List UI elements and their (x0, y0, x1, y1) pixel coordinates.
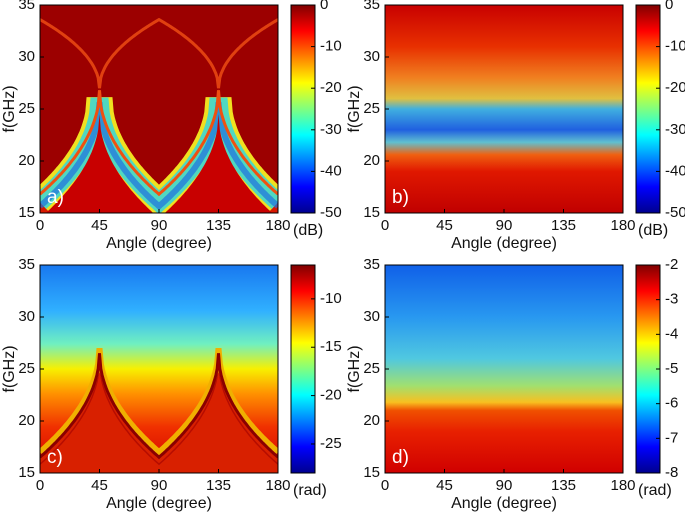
colorbar-tick-label: -7 (665, 429, 678, 446)
heatmap-field (40, 347, 278, 457)
x-tick-label: 90 (496, 217, 513, 234)
colorbar (290, 4, 316, 214)
y-tick-label: 25 (363, 100, 380, 117)
heatmap-field (40, 353, 278, 460)
y-tick-label: 30 (18, 308, 35, 325)
y-tick-label: 30 (18, 48, 35, 65)
x-tick-label: 180 (265, 477, 290, 494)
y-tick-label: 20 (363, 412, 380, 429)
x-tick-label: 0 (36, 217, 44, 234)
x-tick-label: 0 (381, 217, 389, 234)
colorbar-tick-label: -2 (665, 256, 678, 273)
colorbar-tick-label: -50 (320, 204, 342, 221)
panel-label: a) (47, 187, 64, 208)
x-tick-label: 45 (91, 477, 108, 494)
x-tick-label: 90 (151, 477, 168, 494)
colorbar-tick-label: 0 (320, 0, 328, 13)
colorbar-tick-label: -15 (320, 338, 342, 355)
colorbar-label: (rad) (293, 482, 327, 499)
colorbar-tick-label: -6 (665, 395, 678, 412)
colorbar-tick-label: -10 (320, 38, 342, 55)
x-axis-label: Angle (degree) (451, 235, 557, 252)
y-tick-label: 35 (363, 0, 380, 13)
heatmap-field (385, 5, 623, 213)
x-tick-label: 90 (496, 477, 513, 494)
y-tick-label: 20 (18, 412, 35, 429)
colorbar-tick-label: -50 (665, 204, 685, 221)
x-tick-label: 135 (206, 477, 231, 494)
colorbar-tick-label: -40 (320, 162, 342, 179)
colorbar-tick-label: 0 (665, 0, 673, 13)
y-axis-label: f(GHz) (1, 85, 18, 132)
colorbar-tick-label: -5 (665, 360, 678, 377)
y-tick-label: 30 (363, 308, 380, 325)
x-tick-label: 180 (610, 477, 635, 494)
colorbar-tick-label: -8 (665, 464, 678, 481)
colorbar-tick-label: -20 (320, 79, 342, 96)
x-tick-label: 135 (551, 477, 576, 494)
y-tick-label: 25 (363, 360, 380, 377)
panel-label: d) (392, 447, 409, 468)
x-tick-label: 45 (436, 477, 453, 494)
y-axis-label: f(GHz) (346, 85, 363, 132)
heatmap-field (40, 114, 278, 213)
x-axis-label: Angle (degree) (451, 495, 557, 512)
colorbar-tick-label: -30 (320, 121, 342, 138)
y-tick-label: 35 (18, 256, 35, 273)
x-tick-label: 90 (151, 217, 168, 234)
colorbar-tick-label: -20 (665, 79, 685, 96)
heatmap (40, 5, 278, 213)
colorbar-label: (dB) (293, 222, 323, 239)
colorbar-tick-label: -30 (665, 121, 685, 138)
heatmap (385, 265, 623, 473)
y-axis-label: f(GHz) (346, 345, 363, 392)
colorbar-label: (rad) (638, 482, 672, 499)
x-tick-label: 135 (551, 217, 576, 234)
colorbar-tick-label: -10 (665, 38, 685, 55)
y-tick-label: 35 (363, 256, 380, 273)
heatmap-field (40, 90, 278, 197)
heatmap (40, 265, 278, 473)
x-tick-label: 180 (265, 217, 290, 234)
heatmap-field (40, 348, 278, 473)
heatmap (385, 5, 623, 213)
y-tick-label: 20 (363, 152, 380, 169)
y-tick-label: 35 (18, 0, 35, 13)
colorbar (290, 264, 316, 474)
colorbar-tick-label: -4 (665, 325, 678, 342)
x-axis-label: Angle (degree) (106, 235, 212, 252)
x-axis-label: Angle (degree) (106, 495, 212, 512)
x-tick-label: 0 (381, 477, 389, 494)
colorbar-tick-label: -10 (320, 290, 342, 307)
y-tick-label: 15 (363, 204, 380, 221)
x-tick-label: 135 (206, 217, 231, 234)
y-tick-label: 15 (18, 204, 35, 221)
y-tick-label: 15 (18, 464, 35, 481)
x-tick-label: 45 (91, 217, 108, 234)
heatmap-field (40, 17, 278, 89)
panel-label: c) (47, 447, 63, 468)
colorbar-tick-label: -40 (665, 162, 685, 179)
y-tick-label: 15 (363, 464, 380, 481)
colorbar-label: (dB) (638, 222, 668, 239)
heatmap-field (40, 101, 278, 211)
x-tick-label: 45 (436, 217, 453, 234)
x-tick-label: 0 (36, 477, 44, 494)
panel-label: b) (392, 187, 409, 208)
heatmap-field (385, 265, 623, 473)
x-tick-label: 180 (610, 217, 635, 234)
colorbar (635, 4, 661, 214)
colorbar-tick-label: -25 (320, 435, 342, 452)
y-tick-label: 25 (18, 360, 35, 377)
y-tick-label: 30 (363, 48, 380, 65)
y-tick-label: 20 (18, 152, 35, 169)
y-axis-label: f(GHz) (1, 345, 18, 392)
colorbar-tick-label: -3 (665, 291, 678, 308)
heatmap-field (40, 360, 278, 466)
y-tick-label: 25 (18, 100, 35, 117)
colorbar-tick-label: -20 (320, 387, 342, 404)
